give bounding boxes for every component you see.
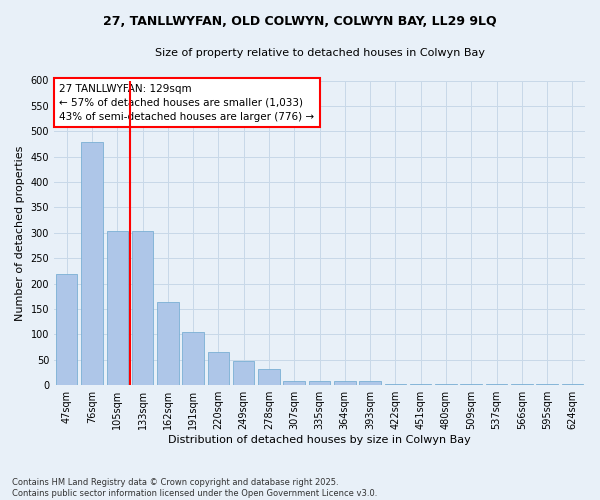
Bar: [283, 380, 305, 385]
Text: Contains HM Land Registry data © Crown copyright and database right 2025.
Contai: Contains HM Land Registry data © Crown c…: [12, 478, 377, 498]
Bar: [208, 352, 229, 385]
Bar: [562, 384, 583, 385]
Bar: [435, 384, 457, 385]
Bar: [410, 384, 431, 385]
Bar: [536, 384, 558, 385]
Bar: [334, 380, 356, 385]
Title: Size of property relative to detached houses in Colwyn Bay: Size of property relative to detached ho…: [155, 48, 485, 58]
Bar: [107, 232, 128, 385]
Text: 27 TANLLWYFAN: 129sqm
← 57% of detached houses are smaller (1,033)
43% of semi-d: 27 TANLLWYFAN: 129sqm ← 57% of detached …: [59, 84, 314, 122]
Bar: [486, 384, 507, 385]
X-axis label: Distribution of detached houses by size in Colwyn Bay: Distribution of detached houses by size …: [168, 435, 471, 445]
Bar: [132, 232, 153, 385]
Bar: [385, 384, 406, 385]
Bar: [460, 384, 482, 385]
Bar: [81, 142, 103, 385]
Bar: [157, 302, 179, 385]
Y-axis label: Number of detached properties: Number of detached properties: [15, 145, 25, 320]
Bar: [511, 384, 533, 385]
Bar: [182, 332, 204, 385]
Bar: [233, 362, 254, 385]
Bar: [359, 381, 381, 385]
Bar: [56, 274, 77, 385]
Bar: [258, 370, 280, 385]
Bar: [309, 380, 330, 385]
Text: 27, TANLLWYFAN, OLD COLWYN, COLWYN BAY, LL29 9LQ: 27, TANLLWYFAN, OLD COLWYN, COLWYN BAY, …: [103, 15, 497, 28]
